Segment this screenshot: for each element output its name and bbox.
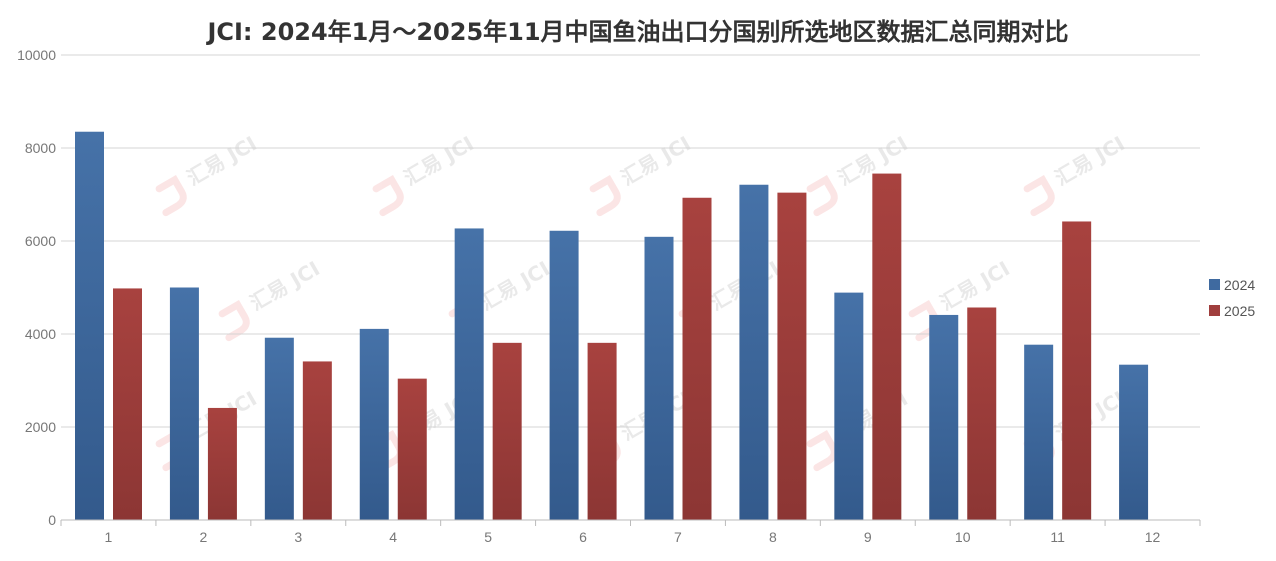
y-tick-label: 0 bbox=[48, 512, 56, 528]
bar-2024-10 bbox=[929, 314, 959, 520]
bar-2025-3 bbox=[302, 361, 332, 520]
svg-text:汇易 JCI: 汇易 JCI bbox=[246, 256, 324, 315]
bar-2025-8 bbox=[777, 192, 807, 520]
bar-2025-1 bbox=[113, 288, 142, 520]
svg-text:汇易 JCI: 汇易 JCI bbox=[617, 131, 695, 190]
y-tick-label: 8000 bbox=[25, 140, 56, 156]
svg-text:汇易 JCI: 汇易 JCI bbox=[936, 256, 1014, 315]
bar-2024-4 bbox=[359, 328, 389, 520]
bar-2025-5 bbox=[492, 342, 522, 520]
x-tick-label: 12 bbox=[1145, 529, 1161, 545]
bar-2024-1 bbox=[75, 131, 104, 520]
bar-2024-6 bbox=[549, 230, 579, 520]
bar-2025-6 bbox=[587, 342, 617, 520]
x-tick-label: 1 bbox=[105, 529, 113, 545]
x-tick-label: 7 bbox=[674, 529, 682, 545]
grid-lines bbox=[61, 54, 1200, 428]
bar-2024-2 bbox=[169, 287, 199, 520]
legend-label-2025: 2025 bbox=[1224, 303, 1255, 319]
bar-2024-3 bbox=[264, 337, 294, 520]
svg-text:汇易 JCI: 汇易 JCI bbox=[183, 131, 261, 190]
svg-text:汇易 JCI: 汇易 JCI bbox=[400, 131, 478, 190]
bar-2024-11 bbox=[1024, 344, 1054, 520]
x-tick-label: 11 bbox=[1050, 529, 1065, 545]
x-tick-label: 8 bbox=[769, 529, 777, 545]
y-tick-label: 2000 bbox=[25, 419, 56, 435]
x-tick-label: 3 bbox=[294, 529, 302, 545]
bar-2024-8 bbox=[739, 184, 769, 521]
legend-swatch-2025 bbox=[1209, 305, 1220, 316]
y-tick-label: 4000 bbox=[25, 326, 56, 342]
chart-title: JCI: 2024年1月～2025年11月中国鱼油出口分国别所选地区数据汇总同期… bbox=[207, 18, 1069, 46]
bar-2025-10 bbox=[967, 307, 997, 520]
watermark: 汇易 JCI bbox=[218, 256, 324, 342]
bar-2024-12 bbox=[1119, 364, 1149, 520]
svg-text:汇易 JCI: 汇易 JCI bbox=[476, 256, 554, 315]
x-tick-label: 5 bbox=[484, 529, 492, 545]
bar-2024-9 bbox=[834, 292, 864, 520]
watermark: 汇易 JCI bbox=[155, 131, 261, 217]
bar-2025-2 bbox=[207, 407, 237, 520]
x-tick-label: 4 bbox=[389, 529, 397, 545]
bar-2025-11 bbox=[1062, 221, 1092, 520]
bar-2025-9 bbox=[872, 173, 902, 520]
legend: 2024 2025 bbox=[1209, 277, 1255, 319]
bar-2024-5 bbox=[454, 228, 484, 520]
x-tick-label: 10 bbox=[955, 529, 971, 545]
bars bbox=[75, 131, 1149, 521]
legend-label-2024: 2024 bbox=[1224, 277, 1255, 293]
y-tick-label: 10000 bbox=[17, 47, 56, 63]
x-tick-label: 6 bbox=[579, 529, 587, 545]
bar-2025-4 bbox=[397, 378, 427, 520]
x-tick-label: 9 bbox=[864, 529, 872, 545]
bar-2025-7 bbox=[682, 197, 712, 520]
watermark: 汇易 JCI bbox=[589, 131, 695, 217]
y-tick-label: 6000 bbox=[25, 233, 56, 249]
bar-2024-7 bbox=[644, 236, 674, 520]
svg-text:汇易 JCI: 汇易 JCI bbox=[1051, 131, 1129, 190]
watermark: 汇易 JCI bbox=[372, 131, 478, 217]
legend-swatch-2024 bbox=[1209, 279, 1220, 290]
watermark: 汇易 JCI bbox=[908, 256, 1014, 342]
x-tick-label: 2 bbox=[199, 529, 207, 545]
watermark: 汇易 JCI bbox=[1023, 131, 1129, 217]
